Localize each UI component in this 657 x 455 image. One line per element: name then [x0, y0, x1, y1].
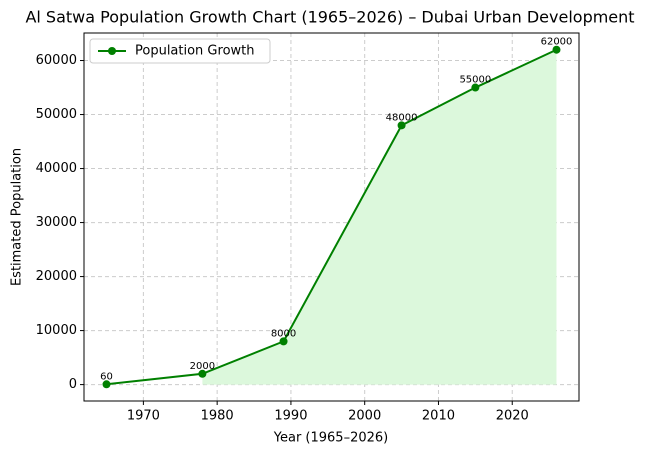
legend-box: [89, 38, 271, 64]
data-label: 55000: [459, 75, 491, 86]
x-axis-label: Year (1965–2026): [273, 431, 388, 446]
y-tick-label: 10000: [36, 323, 77, 338]
data-label: 8000: [271, 328, 296, 339]
x-tick-label: 1990: [274, 409, 307, 424]
data-label: 2000: [190, 361, 215, 372]
y-tick-label: 20000: [36, 269, 77, 284]
chart-title: Al Satwa Population Growth Chart (1965–2…: [25, 8, 634, 27]
point: [471, 83, 480, 92]
y-axis-label: Estimated Population: [10, 148, 25, 286]
y-tick-label: 60000: [36, 53, 77, 68]
x-tick-label: 2010: [422, 409, 455, 424]
data-label: 62000: [541, 37, 573, 48]
y-tick-label: 40000: [36, 161, 77, 176]
plot-frame: [83, 32, 580, 402]
point: [552, 45, 561, 54]
y-tick-label: 50000: [36, 107, 77, 122]
point: [397, 121, 406, 130]
data-label: 48000: [386, 112, 418, 123]
point: [279, 337, 288, 346]
point: [102, 380, 111, 389]
legend-label: Population Growth: [135, 44, 255, 59]
x-tick-label: 1980: [201, 409, 234, 424]
y-tick-label: 0: [69, 377, 77, 392]
line: [106, 48, 557, 386]
area: [202, 49, 557, 385]
point: [198, 369, 207, 378]
x-tick-label: 2000: [348, 409, 381, 424]
data-label: 60: [100, 371, 113, 382]
x-tick-label: 2020: [496, 409, 529, 424]
y-tick-label: 30000: [36, 215, 77, 230]
x-tick-label: 1970: [127, 409, 160, 424]
legend-marker: [108, 47, 116, 55]
